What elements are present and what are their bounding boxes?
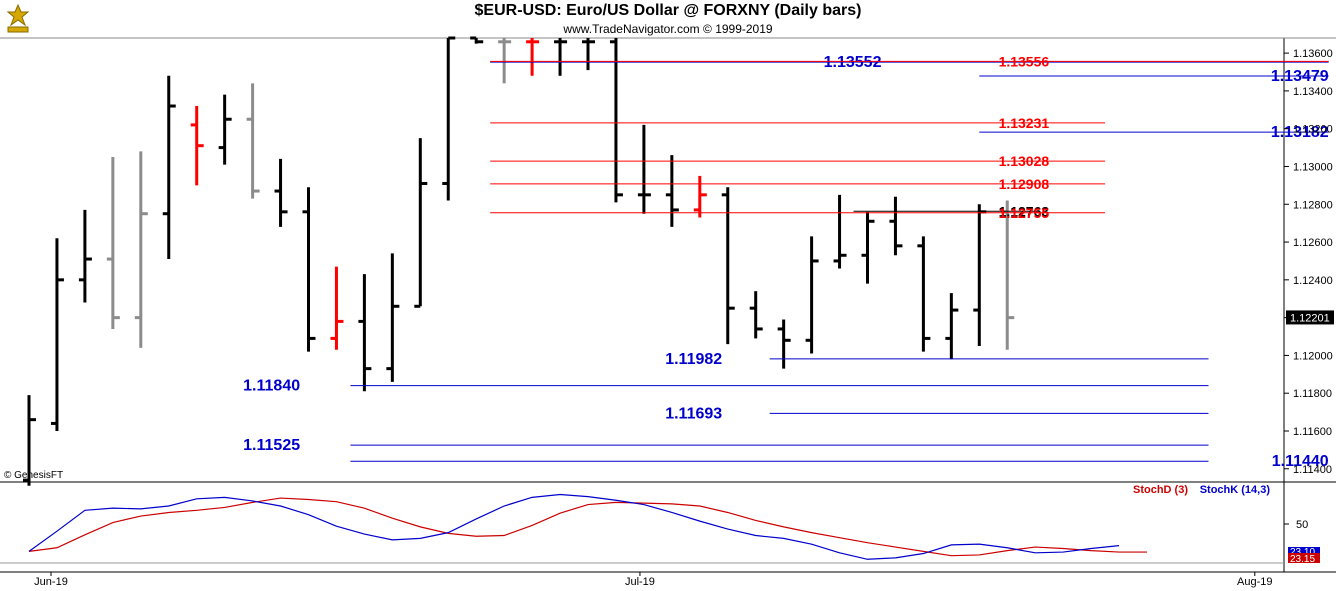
y-tick-label: 1.12600 [1293, 237, 1333, 249]
level-label: 1.13552 [824, 54, 882, 71]
ohlc-bar [833, 194, 847, 269]
ohlc-bar [609, 38, 623, 203]
ohlc-bar [358, 274, 372, 392]
x-tick-label: Jul-19 [625, 576, 655, 588]
ohlc-bar [889, 196, 903, 256]
ohlc-bar [106, 157, 120, 329]
y-tick-label: 1.13000 [1293, 161, 1333, 173]
ohlc-bar [861, 211, 875, 284]
ohlc-bar [637, 124, 651, 214]
ohlc-bar [78, 209, 92, 303]
stochk-last-value: 23.10 [1290, 547, 1315, 558]
y-tick-label: 1.11800 [1293, 388, 1332, 400]
level-label: 1.13479 [1271, 68, 1329, 85]
legend-stochd: StochD (3) [1133, 484, 1188, 496]
stochd-last-marker [1288, 553, 1320, 563]
ohlc-bar [693, 175, 707, 218]
level-label: 1.11840 [243, 378, 300, 395]
ohlc-bar [945, 293, 959, 360]
chart-subtitle: www.TradeNavigator.com © 1999-2019 [563, 22, 773, 36]
y-tick-label: 1.13400 [1293, 86, 1333, 98]
ohlc-bar [386, 253, 400, 382]
y-tick-label: 1.12800 [1293, 199, 1333, 211]
ohlc-bar [330, 266, 344, 350]
y-tick-label: 1.11400 [1293, 464, 1332, 476]
stoch-line [28, 493, 1120, 560]
ohlc-bar [1001, 200, 1015, 350]
stochk-last-marker [1288, 547, 1320, 556]
last-price-label: 1.12201 [1290, 312, 1330, 324]
level-label: 1.12908 [999, 176, 1050, 192]
ohlc-bar [526, 38, 540, 76]
level-label: 1.12763 [999, 203, 1050, 219]
level-label: 1.12755 [999, 205, 1050, 221]
x-tick-label: Aug-19 [1237, 576, 1272, 588]
level-label: 1.11693 [665, 405, 722, 422]
ohlc-bar [470, 36, 484, 44]
x-tick-label: Jun-19 [34, 576, 68, 588]
ohlc-bar [274, 158, 288, 227]
chart-title: $EUR-USD: Euro/US Dollar @ FORXNY (Daily… [474, 2, 862, 19]
ohlc-bar [554, 38, 568, 76]
level-label: 1.13231 [999, 115, 1050, 131]
legend-stochk: StochK (14,3) [1200, 484, 1271, 496]
ohlc-bar [190, 106, 204, 186]
ohlc-bar [134, 151, 148, 348]
stochd-last-value: 23.15 [1290, 554, 1315, 565]
ohlc-bar [805, 236, 819, 354]
y-tick-label: 1.11600 [1293, 426, 1332, 438]
ohlc-bar [665, 155, 679, 227]
ohlc-bar [414, 138, 428, 308]
ohlc-bar [973, 204, 987, 346]
y-tick-label: 1.13600 [1293, 48, 1333, 60]
ohlc-bar [302, 187, 316, 352]
level-label: 1.11982 [665, 351, 722, 368]
y-tick-label: 1.12400 [1293, 275, 1333, 287]
ohlc-bar [721, 187, 735, 345]
ohlc-bar [917, 236, 931, 352]
watermark-text: © GenesisFT [4, 470, 63, 481]
level-label: 1.11440 [1272, 453, 1329, 470]
stoch-line [28, 497, 1147, 557]
genesis-logo [3, 3, 33, 35]
ohlc-bar [777, 319, 791, 369]
ohlc-bar [162, 75, 176, 260]
ohlc-bar [498, 38, 512, 84]
ohlc-bar [218, 94, 232, 165]
ohlc-bar [246, 83, 260, 199]
ohlc-bar [582, 38, 595, 71]
y-tick-label: 1.12000 [1293, 350, 1333, 362]
ohlc-bar [749, 291, 763, 339]
ohlc-bar [50, 238, 64, 431]
ohlc-bar [23, 395, 36, 486]
level-label: 1.13556 [999, 53, 1050, 69]
last-price-marker [1286, 310, 1334, 325]
y-tick-label: 1.13200 [1293, 124, 1333, 136]
level-label: 1.11525 [243, 437, 300, 454]
level-label: 1.13028 [999, 153, 1050, 169]
stoch-tick-label: 50 [1296, 519, 1308, 531]
ohlc-bar [442, 36, 456, 201]
